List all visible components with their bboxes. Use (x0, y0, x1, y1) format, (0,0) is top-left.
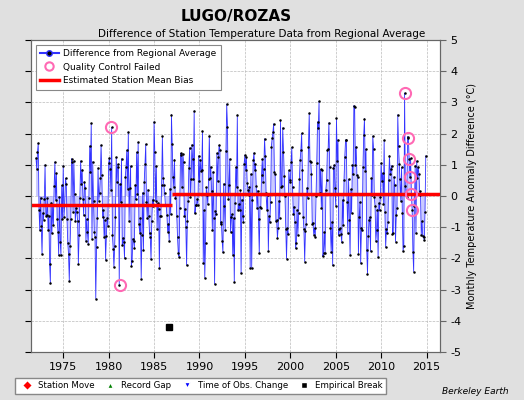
Text: Berkeley Earth: Berkeley Earth (442, 387, 508, 396)
Legend: Station Move, Record Gap, Time of Obs. Change, Empirical Break: Station Move, Record Gap, Time of Obs. C… (15, 378, 386, 394)
Title: LUGO/ROZAS: LUGO/ROZAS (180, 8, 291, 24)
Y-axis label: Monthly Temperature Anomaly Difference (°C): Monthly Temperature Anomaly Difference (… (467, 83, 477, 309)
Text: Difference of Station Temperature Data from Regional Average: Difference of Station Temperature Data f… (99, 29, 425, 39)
Legend: Difference from Regional Average, Quality Control Failed, Estimated Station Mean: Difference from Regional Average, Qualit… (36, 44, 221, 90)
